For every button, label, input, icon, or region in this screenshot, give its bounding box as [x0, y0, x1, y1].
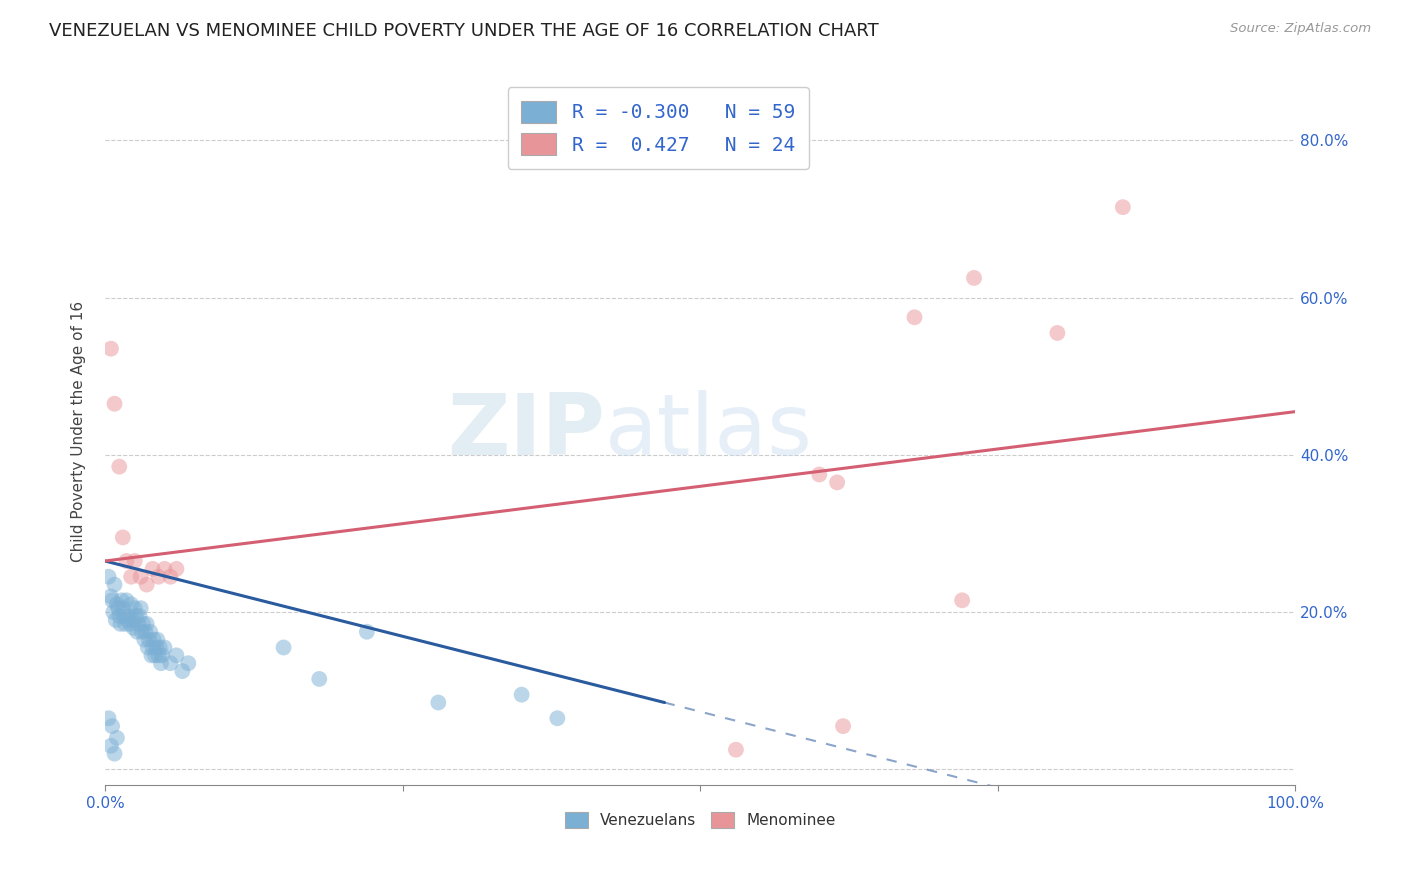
Point	[121, 613, 143, 627]
Point	[950, 593, 973, 607]
Point	[97, 570, 120, 584]
Point	[107, 601, 129, 615]
Point	[136, 640, 159, 655]
Point	[103, 577, 125, 591]
Point	[115, 554, 138, 568]
Point	[129, 570, 152, 584]
Point	[124, 601, 146, 615]
Point	[128, 609, 150, 624]
Point	[142, 640, 165, 655]
Point	[132, 616, 155, 631]
Point	[145, 640, 167, 655]
Point	[131, 624, 153, 639]
Point	[963, 271, 986, 285]
Point	[101, 593, 124, 607]
Point	[135, 616, 157, 631]
Point	[122, 621, 145, 635]
Point	[112, 609, 135, 624]
Point	[832, 719, 855, 733]
Point	[165, 562, 187, 576]
Point	[142, 632, 165, 647]
Point	[146, 632, 169, 647]
Point	[153, 640, 176, 655]
Point	[148, 648, 170, 663]
Point	[114, 616, 136, 631]
Point	[165, 648, 187, 663]
Point	[103, 605, 125, 619]
Point	[546, 711, 568, 725]
Point	[142, 562, 165, 576]
Point	[150, 648, 173, 663]
Point	[177, 657, 200, 671]
Y-axis label: Child Poverty Under the Age of 16: Child Poverty Under the Age of 16	[72, 301, 86, 562]
Point	[100, 590, 122, 604]
Point	[111, 593, 134, 607]
Point	[120, 597, 142, 611]
Point	[149, 640, 172, 655]
Point	[825, 475, 848, 490]
Point	[134, 624, 156, 639]
Point	[427, 696, 450, 710]
Point	[125, 609, 148, 624]
Point	[510, 688, 533, 702]
Point	[1046, 326, 1069, 340]
Point	[808, 467, 831, 482]
Point	[101, 719, 124, 733]
Point	[172, 664, 194, 678]
Point	[117, 613, 139, 627]
Point	[108, 609, 131, 624]
Point	[149, 657, 172, 671]
Point	[124, 554, 146, 568]
Point	[724, 742, 747, 756]
Point	[138, 632, 160, 647]
Point	[120, 570, 142, 584]
Point	[143, 648, 166, 663]
Point	[115, 593, 138, 607]
Point	[103, 747, 125, 761]
Point	[308, 672, 330, 686]
Point	[118, 616, 141, 631]
Point	[153, 562, 176, 576]
Legend: Venezuelans, Menominee: Venezuelans, Menominee	[558, 805, 842, 834]
Point	[148, 570, 170, 584]
Point	[118, 609, 141, 624]
Point	[111, 601, 134, 615]
Point	[1112, 200, 1135, 214]
Point	[134, 632, 156, 647]
Point	[141, 648, 163, 663]
Point	[159, 657, 181, 671]
Point	[111, 530, 134, 544]
Point	[273, 640, 295, 655]
Point	[129, 601, 152, 615]
Point	[105, 597, 128, 611]
Point	[903, 310, 925, 325]
Point	[110, 616, 132, 631]
Text: VENEZUELAN VS MENOMINEE CHILD POVERTY UNDER THE AGE OF 16 CORRELATION CHART: VENEZUELAN VS MENOMINEE CHILD POVERTY UN…	[49, 22, 879, 40]
Point	[127, 616, 149, 631]
Point	[159, 570, 181, 584]
Point	[108, 459, 131, 474]
Point	[127, 624, 149, 639]
Point	[97, 711, 120, 725]
Text: Source: ZipAtlas.com: Source: ZipAtlas.com	[1230, 22, 1371, 36]
Point	[100, 739, 122, 753]
Point	[100, 342, 122, 356]
Text: ZIP: ZIP	[447, 390, 605, 473]
Point	[356, 624, 378, 639]
Point	[105, 731, 128, 745]
Point	[104, 613, 127, 627]
Point	[135, 577, 157, 591]
Point	[103, 397, 125, 411]
Point	[139, 624, 162, 639]
Text: atlas: atlas	[605, 390, 813, 473]
